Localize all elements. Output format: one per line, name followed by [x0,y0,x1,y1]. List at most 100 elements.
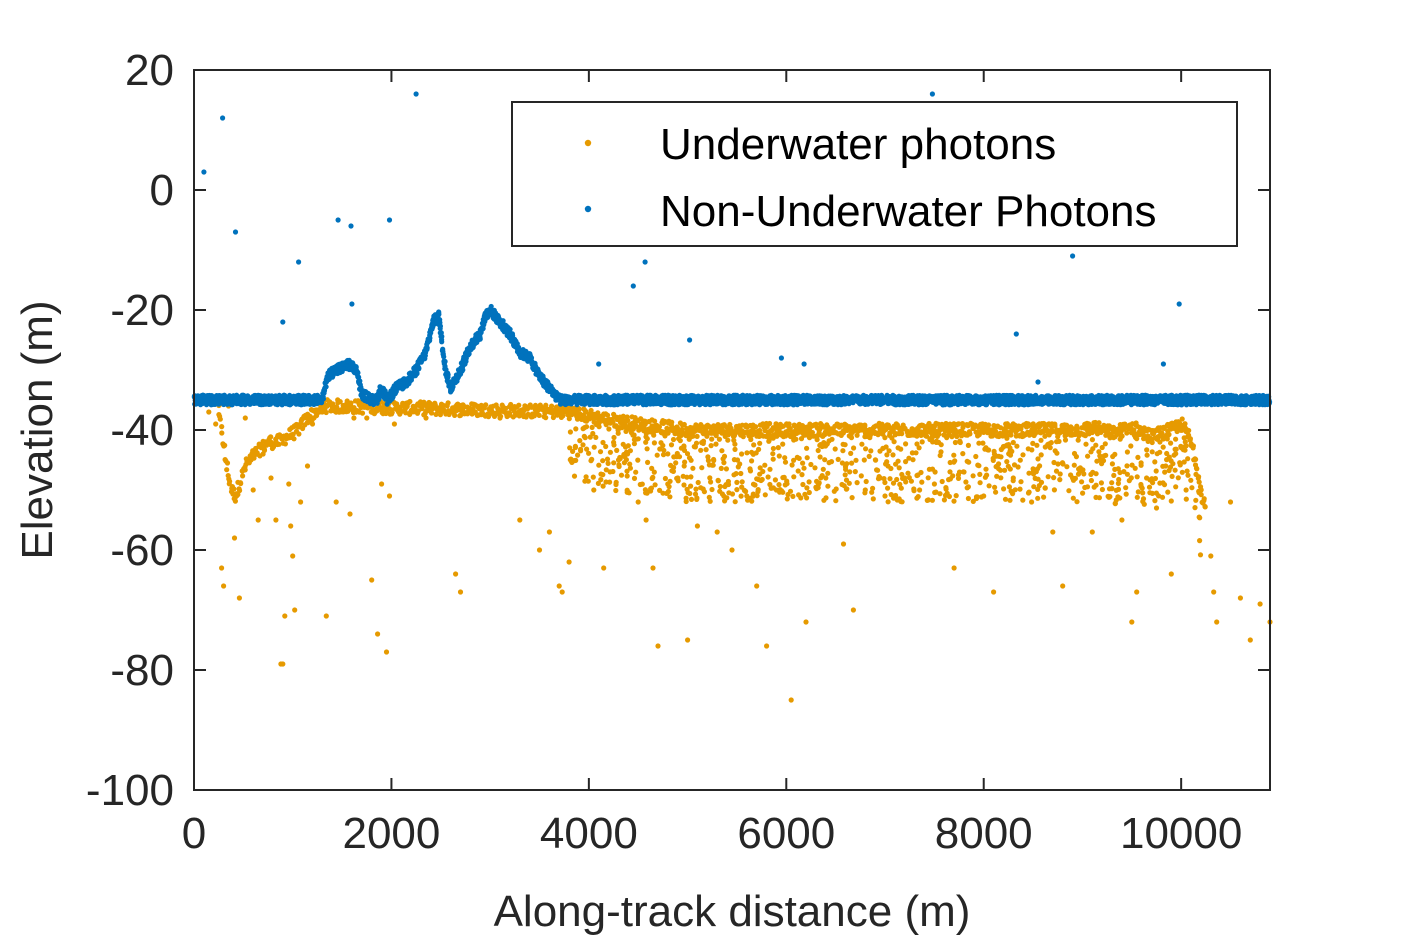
underwater-photon-point [251,455,257,461]
underwater-photon-point [573,426,579,432]
underwater-photon-point [683,495,689,501]
underwater-photon-point [1138,483,1144,489]
underwater-photon-point [706,462,713,468]
underwater-photon-point [1141,501,1147,507]
underwater-photon-point [1103,452,1109,458]
underwater-photon-point [986,447,992,453]
underwater-photon-point [943,486,949,492]
underwater-photon-point [732,441,738,447]
underwater-photon-point [1185,456,1191,462]
underwater-photon-point [890,452,896,458]
underwater-photon-point [571,473,578,479]
underwater-photon-point [784,481,790,487]
underwater-photon-point [1086,431,1092,437]
underwater-photon-point [1197,538,1203,544]
underwater-photon-point [938,442,944,448]
underwater-photon-point [719,448,725,454]
underwater-photon-point [1123,485,1129,491]
underwater-photon-point [1128,475,1134,481]
underwater-photon-point [713,441,719,447]
underwater-photon-point [715,477,721,483]
underwater-photon-point [1144,452,1150,458]
underwater-photon-point [961,469,967,475]
underwater-photon-point [883,444,889,450]
underwater-photon-point [957,439,963,446]
underwater-photon-point [621,424,627,430]
underwater-photon-point [669,468,675,474]
underwater-photon-point [672,426,678,432]
underwater-photon-point [998,454,1004,460]
underwater-photon-point [1138,460,1144,466]
underwater-photon-point [1131,432,1137,438]
underwater-photon-point [849,495,855,501]
underwater-photon-point [1134,474,1140,480]
underwater-photon-point [994,463,1000,469]
underwater-photon-point [798,436,805,442]
underwater-photon-point [983,466,989,472]
underwater-photon-point [1173,484,1179,490]
underwater-photon-point [1035,495,1041,501]
underwater-photon-point [394,401,400,407]
underwater-photon-point [676,454,683,460]
underwater-photon-point [610,468,616,475]
underwater-photon-point [806,489,812,496]
underwater-photon-point [690,428,696,434]
underwater-photon-point [399,408,405,414]
underwater-photon-point [337,399,343,405]
underwater-photon-point [575,452,581,458]
underwater-photon-point [951,498,957,504]
underwater-photon-point [711,457,717,464]
non-underwater-photon-point [439,333,445,340]
underwater-photon-point [773,487,780,493]
underwater-photon-point [931,481,938,487]
underwater-photon-point [1089,437,1095,443]
underwater-photon-point [1042,433,1048,439]
underwater-photon-point [800,460,806,466]
underwater-photon-point [976,463,982,469]
underwater-photon-point [822,457,828,463]
underwater-photon-point [348,400,354,406]
underwater-photon-point [227,478,233,484]
underwater-photon-point [950,428,957,435]
underwater-photon-point [433,411,439,417]
underwater-photon-point [1080,490,1086,496]
underwater-photon-point [660,429,666,435]
underwater-photon-point [206,409,212,415]
underwater-photon-point [833,498,839,504]
underwater-photon-point [734,479,740,485]
underwater-photon-point [623,457,630,463]
underwater-photon-point [364,415,370,421]
underwater-photon-point [859,441,865,447]
underwater-photon-point [627,465,634,471]
underwater-photon-point [1018,479,1024,485]
underwater-photon-point [596,462,602,468]
underwater-photon-point [1146,484,1153,490]
underwater-photon-point [1257,601,1263,607]
underwater-photon-point [1202,504,1208,510]
underwater-photon-point [606,426,612,432]
underwater-photon-point [757,471,763,477]
underwater-photon-point [651,469,657,475]
underwater-photon-point [1076,466,1082,472]
underwater-photon-point [723,466,730,472]
underwater-photon-point [1149,449,1155,455]
underwater-photon-point [965,442,972,448]
underwater-photon-point [725,478,732,485]
underwater-photon-point [631,475,638,481]
underwater-photon-point [408,409,414,415]
underwater-photon-point [224,467,230,473]
underwater-photon-point [1119,517,1125,523]
underwater-photon-point [732,499,738,505]
underwater-photon-point [794,430,800,436]
underwater-photon-point [750,481,757,487]
underwater-photon-point [751,442,757,448]
underwater-photon-point [933,438,940,444]
underwater-photon-point [682,459,688,465]
underwater-photon-point [741,487,748,493]
underwater-photon-point [941,497,948,503]
underwater-photon-point [221,583,227,589]
underwater-photon-point [770,456,776,462]
underwater-photon-point [614,424,620,430]
underwater-photon-point [732,446,738,452]
